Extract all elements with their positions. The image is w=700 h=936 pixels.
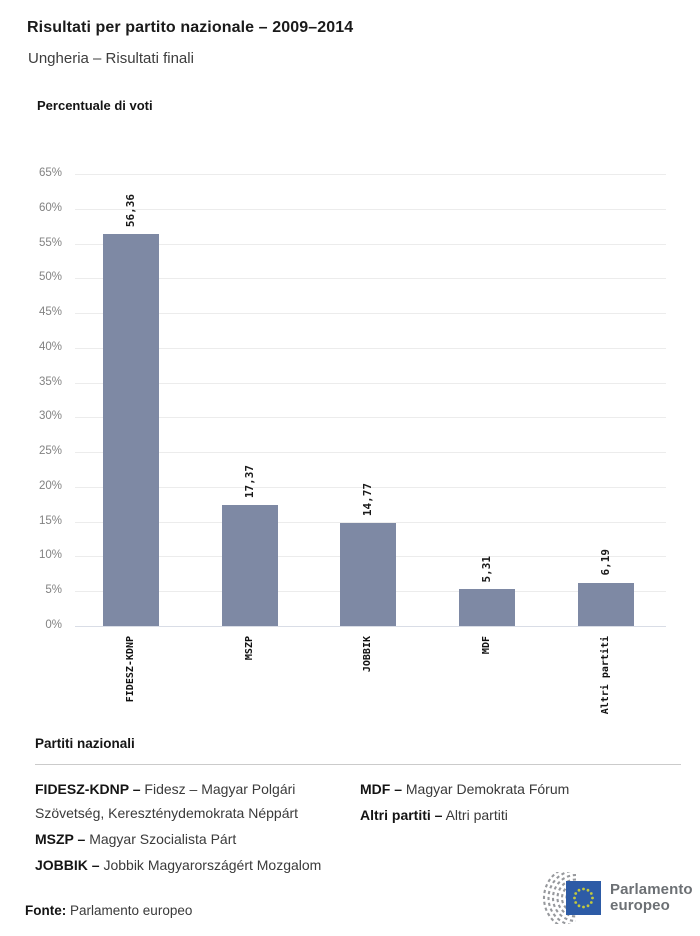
y-axis-tick-label: 5% [45, 584, 62, 597]
y-axis-tick-label: 50% [38, 271, 62, 284]
y-axis-tick-label: 60% [38, 201, 62, 214]
legend-description: Magyar Demokrata Fórum [402, 781, 570, 797]
bar-JOBBIK [340, 523, 397, 626]
bar-MSZP [221, 505, 278, 626]
legend-term: MSZP – [35, 831, 86, 847]
x-axis-category-label: FIDESZ-KDNP [125, 636, 136, 703]
eu-stars [573, 887, 594, 909]
x-axis-category-label: MDF [481, 636, 493, 655]
gridline [75, 347, 666, 349]
logo-line1: Parlamento [610, 880, 693, 898]
gridline [75, 313, 666, 315]
legend-term: JOBBIK – [35, 857, 100, 873]
legend-term: MDF – [360, 781, 402, 797]
legend-column-left: FIDESZ-KDNP – Fidesz – Magyar Polgári Sz… [35, 777, 360, 879]
bar-chart: 0% 5% 10% 15% 20% 25% 30% 35% 40% 45% 50% 55% 60% 65%… [0, 150, 700, 725]
legend-term: Altri partiti – [360, 807, 443, 823]
bar-value-label: 5,31 [480, 555, 494, 583]
source-note: Fonte: Parlamento europeo [25, 903, 192, 918]
gridline [75, 417, 666, 419]
gridline [75, 382, 666, 384]
legend-item: JOBBIK – Jobbik Magyarországért Mozgalom [35, 853, 360, 877]
legend-description: Magyar Szocialista Párt [85, 831, 237, 847]
y-axis-tick-label: 45% [38, 306, 62, 319]
gridline [75, 278, 666, 280]
gridline [75, 452, 666, 454]
gridline [75, 521, 666, 523]
legend-description: Fidesz – Magyar Polgári Szövetség, Keres… [35, 781, 299, 821]
page-title: Risultati per partito nazionale – 2009–2… [27, 19, 354, 36]
legend-item: MDF – Magyar Demokrata Fórum [360, 777, 681, 801]
source-label: Fonte: [25, 903, 67, 918]
gridline [75, 243, 666, 245]
gridline [75, 486, 666, 488]
legend-item: MSZP – Magyar Szocialista Párt [35, 827, 360, 851]
x-axis-category-label: MSZP [243, 636, 255, 661]
y-axis-tick-label: 10% [38, 549, 62, 562]
page-subtitle: Ungheria – Risultati finali [28, 50, 194, 67]
y-axis-tick-label: 30% [38, 410, 62, 423]
bar-value-label: 56,36 [124, 193, 137, 228]
party-legend: Partiti nazionali FIDESZ-KDNP – Fidesz –… [35, 736, 681, 879]
ep-hemicycle-icon [542, 872, 601, 924]
legend-description: Jobbik Magyarországért Mozgalom [99, 857, 322, 873]
bar-value-label: 17,37 [242, 465, 256, 499]
y-axis-tick-label: 40% [38, 340, 62, 353]
gridline [75, 626, 666, 627]
bar-MDF [459, 589, 516, 626]
legend-columns: FIDESZ-KDNP – Fidesz – Magyar Polgári Sz… [35, 777, 681, 879]
x-axis-category-label: JOBBIK [362, 636, 374, 673]
gridline [75, 208, 666, 210]
y-axis-tick-label: 35% [38, 375, 62, 388]
legend-description: Altri partiti [442, 807, 508, 823]
chart-axis-title: Percentuale di voti [37, 98, 153, 113]
bar-value-label: 6,19 [598, 549, 612, 576]
logo-line2: europeo [610, 897, 670, 914]
logo-wordmark: Parlamento europeo [610, 880, 693, 915]
european-parliament-logo: Parlamento europeo [525, 872, 693, 924]
legend-item: FIDESZ-KDNP – Fidesz – Magyar Polgári Sz… [35, 777, 360, 825]
bar-FIDESZ-KDNP [103, 234, 159, 626]
legend-divider [35, 764, 681, 765]
y-axis-tick-label: 65% [38, 167, 62, 179]
y-axis-tick-label: 0% [45, 619, 62, 631]
legend-term: FIDESZ-KDNP – [35, 781, 141, 797]
legend-title: Partiti nazionali [35, 736, 135, 751]
y-axis-tick-label: 55% [38, 236, 62, 249]
x-axis-category-label: Altri partiti [599, 636, 611, 715]
bar-value-label: 14,77 [361, 483, 375, 517]
legend-column-right: MDF – Magyar Demokrata Fórum Altri partit… [360, 777, 681, 879]
y-axis-tick-label: 25% [38, 445, 62, 458]
source-value: Parlamento europeo [70, 903, 193, 918]
legend-item: Altri partiti – Altri partiti [360, 803, 681, 827]
gridline [75, 174, 666, 175]
bar-Altri partiti [577, 582, 634, 626]
y-axis-tick-label: 15% [38, 514, 62, 527]
y-axis-tick-label: 20% [38, 479, 62, 492]
